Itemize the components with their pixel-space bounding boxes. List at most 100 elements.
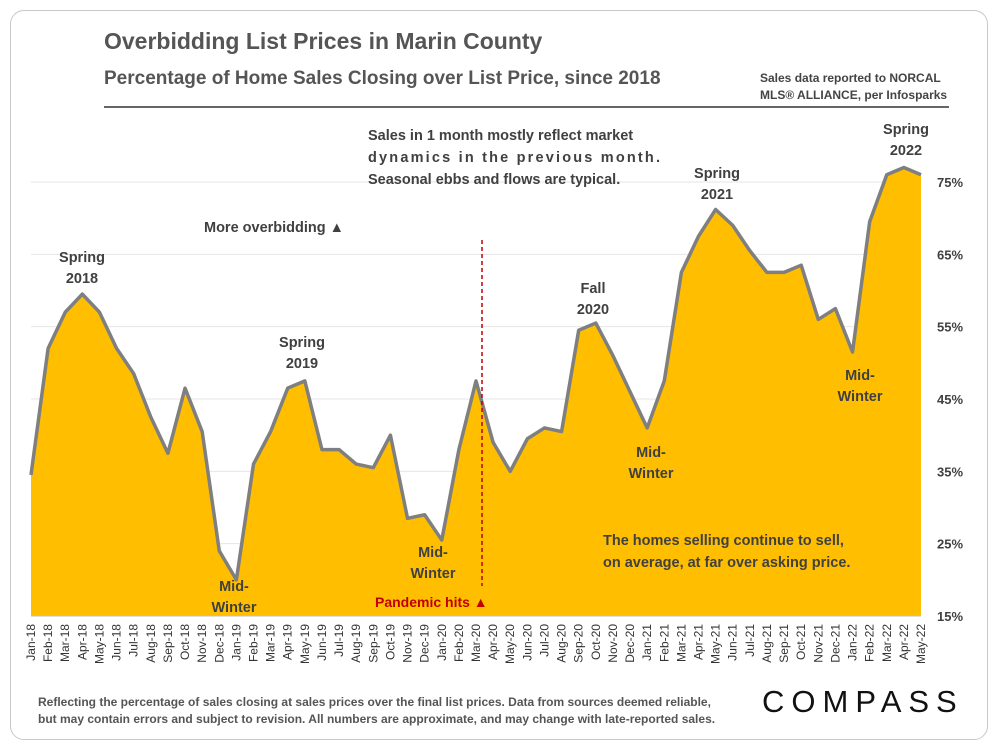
x-tick-label: Jun-18 [110,624,124,661]
note-line-1: Sales in 1 month mostly reflect market [368,128,633,144]
spring-2018-year: 2018 [66,271,98,287]
x-axis-ticks: Jan-18 Feb-18 Mar-18 Apr-18 May-18 Jun-18 Jul-… [24,615,928,664]
x-tick-label: Dec-19 [418,624,432,663]
spring-2021-label: Spring [694,166,740,182]
x-tick-label: Sep-21 [777,624,791,663]
x-tick-label: Dec-20 [623,624,637,663]
mid-winter-2022-word: Winter [838,389,883,405]
x-tick-label: Oct-18 [178,624,192,660]
fall-2020-label: Fall [581,281,606,297]
chart-subtitle: Percentage of Home Sales Closing over Li… [104,68,661,89]
x-tick-label: Apr-22 [897,624,911,660]
x-tick-label: Sep-19 [366,624,380,663]
x-tick-label: Jun-21 [726,624,740,661]
mid-winter-2019-word: Winter [212,600,257,616]
x-tick-label: Oct-19 [383,624,397,660]
y-tick-label: 45% [937,392,963,407]
x-tick-label: Mar-22 [880,624,894,662]
x-tick-label: May-21 [709,624,723,664]
area-fill [31,167,921,617]
x-tick-label: Jan-21 [640,624,654,661]
x-tick-label: Oct-20 [589,624,603,660]
x-tick-label: Aug-20 [555,624,569,663]
x-tick-label: Feb-20 [452,624,466,662]
x-tick-label: Apr-18 [75,624,89,660]
mid-winter-2021-word: Winter [629,466,674,482]
x-tick-label: Apr-21 [692,624,706,660]
spring-2022-label: Spring [883,122,929,138]
fall-2020-year: 2020 [577,302,609,318]
y-tick-label: 75% [937,175,963,190]
x-tick-label: May-20 [503,624,517,664]
spring-2018-label: Spring [59,250,105,266]
mid-winter-2020-label: Mid- [418,545,448,561]
mid-winter-2021-label: Mid- [636,445,666,461]
x-tick-label: Aug-21 [760,624,774,663]
spring-2019-year: 2019 [286,356,318,372]
pandemic-hits-label: Pandemic hits ▲ [375,594,488,610]
x-tick-label: Apr-19 [281,624,295,660]
x-tick-label: Dec-18 [212,624,226,663]
x-tick-label: Jul-19 [332,624,346,657]
x-tick-label: Mar-19 [264,624,278,662]
footnote-line-1: Reflecting the percentage of sales closi… [38,695,711,709]
x-tick-label: Aug-18 [144,624,158,663]
x-tick-label: Jul-21 [743,624,757,657]
header-divider [104,106,949,108]
y-tick-label: 65% [937,247,963,262]
x-tick-label: Sep-20 [572,624,586,663]
brand-logo: COMPASS [762,684,964,719]
summary-line-2: on average, at far over asking price. [603,555,850,571]
y-axis-ticks: 15% 25% 35% 45% 55% 65% 75% [937,175,963,624]
chart-title: Overbidding List Prices in Marin County [104,28,543,54]
source-note: Sales data reported to NORCAL MLS® ALLIA… [760,70,947,104]
x-tick-label: May-19 [298,624,312,664]
series-line [29,165,922,582]
mid-winter-2019-label: Mid- [219,579,249,595]
chart-frame [10,10,988,740]
summary-line-1: The homes selling continue to sell, [603,533,844,549]
x-tick-label: Mar-21 [674,624,688,662]
x-tick-label: Aug-19 [349,624,363,663]
x-tick-label: Jul-18 [127,624,141,657]
x-tick-label: Feb-18 [41,624,55,662]
note-line-3: Seasonal ebbs and flows are typical. [368,172,620,188]
x-tick-label: Nov-20 [606,624,620,663]
x-tick-label: Jul-20 [537,624,551,657]
mid-winter-2020-word: Winter [411,566,456,582]
x-tick-label: Mar-20 [469,624,483,662]
x-tick-label: May-22 [914,624,928,664]
x-tick-label: Jun-20 [520,624,534,661]
x-tick-label: Nov-18 [195,624,209,663]
y-tick-label: 15% [937,609,963,624]
x-tick-label: Feb-21 [657,624,671,662]
more-overbidding-label: More overbidding ▲ [204,220,344,236]
x-tick-label: Jun-19 [315,624,329,661]
spring-2019-label: Spring [279,335,325,351]
source-line-1: Sales data reported to NORCAL [760,71,941,85]
x-tick-label: Oct-21 [794,624,808,660]
y-tick-label: 55% [937,320,963,335]
spring-2022-year: 2022 [890,143,922,159]
x-tick-label: Jan-18 [24,624,38,661]
footnote-line-2: but may contain errors and subject to re… [38,712,716,726]
x-tick-label: Sep-18 [161,624,175,663]
x-tick-label: May-18 [92,624,106,664]
x-tick-label: Jan-20 [435,624,449,661]
x-tick-label: Dec-21 [828,624,842,663]
x-tick-label: Mar-18 [58,624,72,662]
spring-2021-year: 2021 [701,187,733,203]
mid-winter-2022-label: Mid- [845,368,875,384]
x-tick-label: Apr-20 [486,624,500,660]
source-line-2: MLS® ALLIANCE, per Infosparks [760,88,948,102]
y-tick-label: 25% [937,537,963,552]
x-tick-label: Nov-19 [401,624,415,663]
x-tick-label: Jan-19 [229,624,243,661]
x-tick-label: Feb-19 [247,624,261,662]
x-tick-label: Jan-22 [846,624,860,661]
note-line-2: dynamics in the previous month. [368,150,660,166]
x-tick-label: Feb-22 [863,624,877,662]
y-tick-label: 35% [937,464,963,479]
footnote: Reflecting the percentage of sales closi… [38,694,738,728]
